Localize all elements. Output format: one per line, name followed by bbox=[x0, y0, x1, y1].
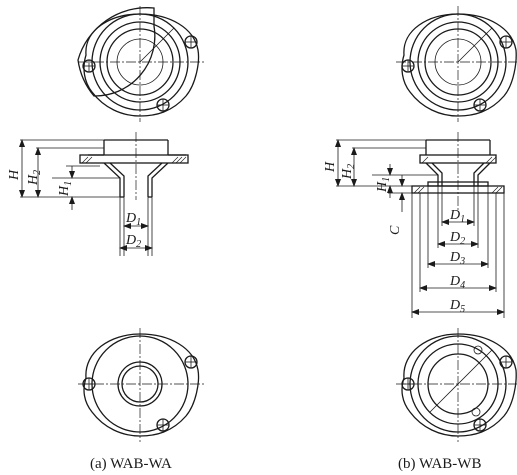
plan-view-top-a bbox=[77, 6, 204, 122]
dim-sub-d1-b: 1 bbox=[460, 214, 465, 225]
dimensions-b: H H2 H1 C D1 D2 D3 D4 D5 bbox=[323, 139, 505, 318]
dim-label-h1-a: H1 bbox=[57, 181, 74, 197]
dim-label-d5-b: D5 bbox=[449, 298, 465, 315]
dim-sub-d4-b: 4 bbox=[460, 280, 465, 291]
dim-sub-h2-b: 2 bbox=[346, 164, 357, 169]
plan-view-bottom-b bbox=[396, 328, 517, 442]
dim-label-h1-b: H1 bbox=[375, 177, 392, 193]
caption-a: (a) WAB-WA bbox=[90, 456, 172, 472]
plan-view-top-b bbox=[396, 6, 517, 122]
dim-label-d1-a: D1 bbox=[125, 211, 141, 228]
dim-label-h-a: H bbox=[7, 169, 22, 181]
dim-label-d3-b: D3 bbox=[449, 250, 465, 267]
dim-label-h2-a: H2 bbox=[26, 170, 43, 186]
dim-label-h2-b: H2 bbox=[340, 164, 357, 180]
dim-sub-d5-b: 5 bbox=[460, 304, 465, 315]
dim-sub-d3-b: 3 bbox=[459, 256, 465, 267]
section-view-b bbox=[411, 132, 505, 210]
dim-sub-h1-a: 1 bbox=[63, 181, 74, 186]
dim-label-d4-b: D4 bbox=[449, 274, 465, 291]
dim-sub-d2-a: 2 bbox=[136, 239, 141, 250]
dim-sub-d1-a: 1 bbox=[136, 217, 141, 228]
plan-view-bottom-a bbox=[78, 328, 204, 442]
dim-sub-d2-b: 2 bbox=[460, 236, 465, 247]
dim-label-c-b: C bbox=[388, 225, 403, 235]
dim-sub-h2-a: 2 bbox=[32, 170, 43, 175]
dim-label-d2-a: D2 bbox=[125, 233, 141, 250]
dim-label-h-b: H bbox=[323, 161, 338, 173]
dim-label-d1-b: D1 bbox=[449, 208, 465, 225]
caption-b: (b) WAB-WB bbox=[398, 456, 481, 472]
section-view-a bbox=[79, 132, 189, 200]
dim-sub-h1-b: 1 bbox=[381, 177, 392, 182]
dim-label-d2-b: D2 bbox=[449, 230, 465, 247]
